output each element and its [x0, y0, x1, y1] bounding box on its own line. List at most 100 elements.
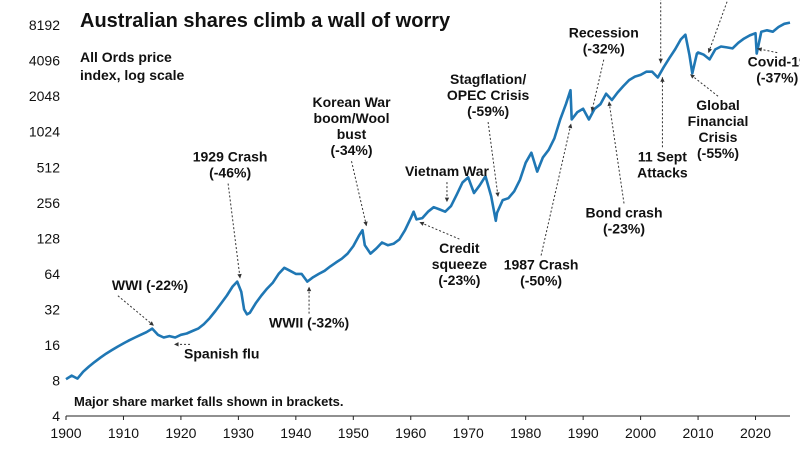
annotation-label: Global — [696, 97, 740, 113]
x-tick-label: 2010 — [682, 425, 713, 441]
annotation-arrow — [487, 121, 499, 198]
y-tick-label: 512 — [37, 159, 61, 175]
annotation: Techwreck(-22%) — [658, 0, 663, 64]
annotation-arrowhead — [707, 48, 712, 53]
annotation-label: (-50%) — [520, 272, 562, 288]
annotation-arrowhead — [306, 286, 312, 292]
annotation: Stagflation/OPEC Crisis(-59%) — [447, 71, 530, 198]
y-tick-label: 2048 — [29, 88, 60, 104]
y-tick-label: 16 — [44, 337, 60, 353]
annotation-arrow — [689, 73, 719, 97]
x-tick-label: 1990 — [568, 425, 599, 441]
annotation-label: boom/Wool — [314, 110, 390, 126]
chart-subtitle: All Ords price index, log scale — [80, 49, 185, 83]
annotation-arrowhead — [660, 77, 665, 82]
annotation-arrowhead — [757, 47, 763, 52]
annotation-arrowhead — [363, 221, 368, 227]
annotation: WWII (-32%) — [269, 286, 349, 331]
annotation-arrowhead — [590, 106, 595, 112]
annotation-arrowhead — [444, 197, 450, 203]
x-tick-label: 1980 — [510, 425, 541, 441]
annotation-arrow — [608, 101, 625, 204]
x-tick-label: 2000 — [625, 425, 656, 441]
x-tick-label: 2020 — [740, 425, 771, 441]
annotation-arrowhead — [419, 221, 425, 226]
x-tick-label: 1950 — [338, 425, 369, 441]
y-tick-label: 8192 — [29, 17, 60, 33]
chart-title: Australian shares climb a wall of worry — [80, 10, 451, 32]
annotation: WWI (-22%) — [112, 277, 188, 327]
annotation-label: bust — [337, 126, 367, 142]
y-tick-label: 128 — [37, 230, 61, 246]
annotation-label: Recession — [569, 25, 639, 41]
annotation-label: WWII (-32%) — [269, 315, 349, 331]
annotation-label: Spanish flu — [184, 345, 259, 361]
annotation-label: OPEC Crisis — [447, 87, 530, 103]
annotation-label: (-23%) — [603, 220, 645, 236]
annotation-arrowhead — [149, 321, 154, 326]
x-tick-label: 1930 — [223, 425, 254, 441]
annotation: Bond crash(-23%) — [585, 101, 663, 236]
annotation-label: Stagflation/ — [450, 71, 526, 87]
annotation-label: Vietnam War — [405, 163, 490, 179]
annotation-arrow — [351, 161, 368, 227]
annotation: EuropeDebtCrisis — [707, 0, 729, 54]
y-tick-label: 4096 — [29, 53, 60, 69]
annotation-arrowhead — [495, 192, 500, 198]
annotation-label: (-37%) — [756, 70, 798, 86]
annotation-label: Crisis — [699, 129, 738, 145]
annotation-label: 11 Sept — [638, 148, 687, 164]
annotation-arrowhead — [658, 58, 663, 64]
y-tick-label: 256 — [37, 195, 61, 211]
annotation-label: (-46%) — [209, 165, 251, 181]
annotation-label: (-55%) — [697, 145, 739, 161]
annotation: 1987 Crash(-50%) — [504, 123, 578, 288]
annotation-label: Credit — [439, 240, 480, 256]
y-tick-label: 32 — [44, 301, 60, 317]
index-line — [65, 21, 791, 381]
annotation-arrowhead — [567, 123, 573, 129]
annotation-arrow — [540, 123, 572, 256]
annotation-label: Bond crash — [585, 204, 662, 220]
annotation: Recession(-32%) — [569, 25, 639, 112]
annotation-label: squeeze — [432, 256, 487, 272]
annotation-label: Covid-19 — [748, 54, 800, 70]
annotation-label: (-59%) — [467, 103, 509, 119]
annotation-arrowhead — [174, 342, 179, 347]
annotation: Spanish flu — [174, 342, 259, 361]
annotation-arrow — [707, 0, 729, 54]
y-tick-label: 1024 — [29, 124, 60, 140]
annotation: Covid-19(-37%) — [748, 47, 800, 86]
annotation: Vietnam War — [405, 163, 490, 203]
annotation-label: WWI (-22%) — [112, 277, 188, 293]
y-tick-label: 8 — [52, 372, 60, 388]
x-tick-label: 1960 — [395, 425, 426, 441]
annotation-label: (-23%) — [438, 272, 480, 288]
annotation-arrowhead — [237, 273, 242, 279]
chart-footnote: Major share market falls shown in bracke… — [74, 394, 344, 409]
annotation-label: 1929 Crash — [193, 149, 268, 165]
x-tick-label: 1900 — [50, 425, 81, 441]
annotation-arrowhead — [690, 74, 695, 79]
y-tick-label: 64 — [44, 266, 60, 282]
y-tick-label: 4 — [52, 408, 60, 424]
annotation-arrow — [591, 59, 605, 112]
annotation-label: Financial — [688, 113, 749, 129]
annotation-arrow — [227, 183, 241, 279]
annotation-arrow — [419, 221, 460, 240]
annotation-label: (-34%) — [331, 142, 373, 158]
annotation-label: Korean War — [312, 94, 391, 110]
annotation-arrowhead — [607, 101, 612, 107]
x-tick-label: 1920 — [165, 425, 196, 441]
annotation-label: Attacks — [637, 164, 688, 180]
x-tick-label: 1940 — [280, 425, 311, 441]
x-tick-label: 1910 — [108, 425, 139, 441]
annotation-label: (-32%) — [583, 41, 625, 57]
x-tick-label: 1970 — [453, 425, 484, 441]
